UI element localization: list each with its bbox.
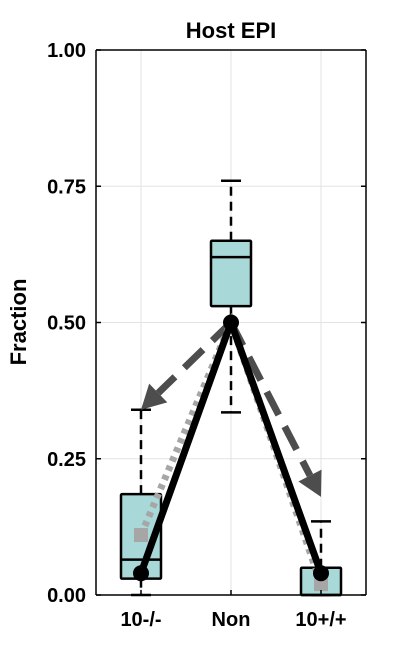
y-tick-label: 0.25 <box>47 449 86 471</box>
box-Non <box>211 241 251 306</box>
x-tick-label: 10+/+ <box>295 609 346 631</box>
solid-series-marker <box>133 565 149 581</box>
y-tick-label: 0.75 <box>47 176 86 198</box>
chart-title: Host EPI <box>186 18 276 43</box>
y-tick-label: 1.00 <box>47 40 86 62</box>
x-tick-label: 10-/- <box>120 609 161 631</box>
dotted-series-marker <box>134 528 148 542</box>
x-tick-label: Non <box>212 609 251 631</box>
tick-labels: 0.00 0.25 0.50 0.75 1.00 10-/- Non 10+/+ <box>47 40 347 631</box>
y-tick-label: 0.00 <box>47 585 86 607</box>
y-tick-label: 0.50 <box>47 313 86 335</box>
solid-series-marker <box>223 315 239 331</box>
y-axis-label: Fraction <box>6 279 31 366</box>
solid-series-marker <box>313 565 329 581</box>
